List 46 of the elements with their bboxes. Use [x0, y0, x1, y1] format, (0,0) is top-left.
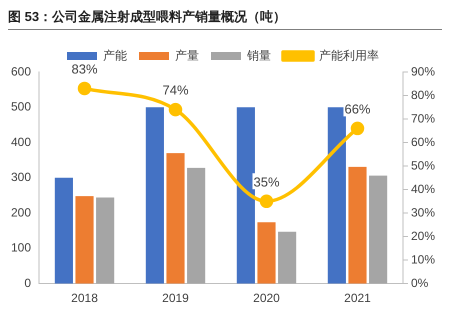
bar: [146, 107, 164, 284]
y2-tick-label: 60%: [410, 134, 436, 149]
bar: [166, 153, 185, 284]
y2-tick-label: 20%: [410, 228, 436, 243]
data-label: 66%: [344, 102, 371, 117]
y2-tick-label: 90%: [410, 64, 436, 78]
legend-label: 产能利用率: [319, 48, 379, 62]
bar: [369, 176, 388, 284]
x-tick-label: 2021: [344, 291, 372, 306]
bar: [278, 232, 296, 284]
y-tick-label: 500: [10, 100, 32, 114]
y2-tick-label: 40%: [410, 182, 436, 196]
y-tick-label: 200: [10, 205, 32, 220]
y2-tick-label: 10%: [410, 252, 436, 266]
legend-label: 销量: [246, 48, 271, 62]
y-tick-label: 300: [10, 170, 32, 184]
bar: [236, 107, 255, 284]
legend-label: 产能: [103, 48, 127, 62]
point: [168, 102, 182, 116]
x-tick-label: 2019: [162, 291, 190, 306]
data-label: 83%: [72, 62, 98, 77]
bar: [187, 168, 206, 284]
y2-tick-label: 30%: [410, 205, 436, 220]
y2-tick-label: 50%: [410, 158, 436, 172]
y-tick-label: 400: [10, 134, 32, 149]
bar: [257, 222, 276, 284]
y-tick-label: 100: [10, 240, 32, 255]
y2-tick-label: 70%: [410, 111, 436, 126]
y2-tick-label: 80%: [410, 88, 436, 102]
x-tick-label: 2020: [253, 291, 280, 306]
point: [260, 194, 274, 208]
point: [78, 82, 92, 96]
chart-title: 图 53：公司金属注射成型喂料产销量概况（吨）: [8, 8, 442, 30]
y-tick-label: 600: [10, 64, 32, 78]
data-label: 35%: [253, 174, 280, 190]
point: [350, 122, 364, 136]
bar: [328, 107, 346, 284]
x-tick-label: 2018: [71, 291, 98, 306]
bar: [54, 178, 73, 284]
bar: [348, 166, 367, 284]
y2-tick-label: 0%: [410, 276, 429, 290]
bar: [75, 196, 94, 284]
bar: [96, 198, 114, 284]
data-label: 74%: [162, 82, 189, 98]
legend-label: 产量: [175, 48, 199, 62]
y-tick-label: 0: [24, 276, 32, 290]
